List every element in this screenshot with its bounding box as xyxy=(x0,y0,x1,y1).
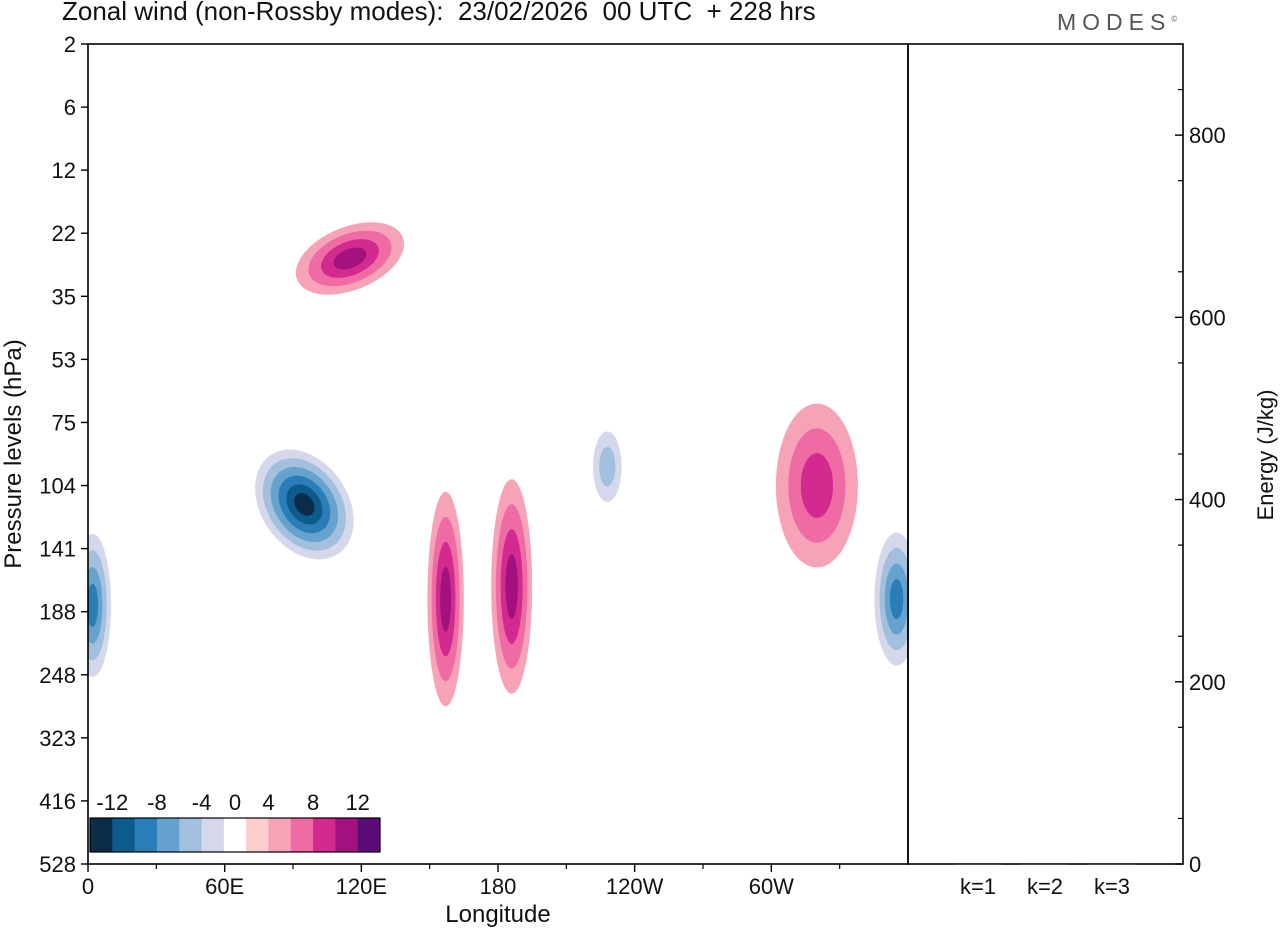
energy-tick-label: 200 xyxy=(1189,670,1226,695)
wind-feature xyxy=(491,479,533,694)
x-axis-longitude: 0 60E 120E 180 120W 60W Longitude xyxy=(82,864,841,928)
colorbar-label: 0 xyxy=(229,790,241,815)
energy-tick-label: 600 xyxy=(1189,305,1226,330)
energy-category-label: k=2 xyxy=(1027,874,1063,899)
colorbar-swatch xyxy=(357,818,381,852)
colorbar-swatch xyxy=(156,818,180,852)
energy-bar-chart: 0 200 400 600 800 Energy (J/kg) k=1 k=2 k=3 xyxy=(954,88,1278,899)
colorbar-swatch xyxy=(179,818,203,852)
x-tick-label: 180 xyxy=(480,874,517,899)
contour-band xyxy=(599,446,616,487)
contour-band xyxy=(800,453,834,518)
y-tick-label: 6 xyxy=(64,95,76,120)
contour-band xyxy=(294,493,315,516)
y-tick-label: 104 xyxy=(39,474,76,499)
energy-tick-label: 400 xyxy=(1189,488,1226,513)
y-axis-title: Pressure levels (hPa) xyxy=(0,339,27,568)
colorbar-swatch xyxy=(313,818,336,852)
colorbar-frame xyxy=(89,817,381,853)
wind-feature xyxy=(88,517,116,694)
wind-feature xyxy=(775,403,858,568)
energy-tick-label: 800 xyxy=(1189,123,1226,148)
y-tick-label: 248 xyxy=(39,663,76,688)
energy-frame xyxy=(907,43,1184,865)
x-tick-label: 120E xyxy=(336,874,387,899)
y-tick-label: 141 xyxy=(39,537,76,562)
energy-bar xyxy=(954,863,1002,865)
colorbar-swatch xyxy=(134,818,158,852)
x-tick-label: 120W xyxy=(606,874,664,899)
contour-band xyxy=(88,583,99,628)
colorbar-swatch xyxy=(335,818,359,852)
energy-bar xyxy=(1021,863,1069,865)
wind-feature xyxy=(295,222,405,295)
x-tick-label: 0 xyxy=(82,874,94,899)
wind-feature xyxy=(247,440,362,569)
contour-band xyxy=(505,554,518,619)
contour-band xyxy=(440,566,452,632)
colorbar-swatch xyxy=(90,818,113,852)
y-tick-label: 323 xyxy=(39,726,76,751)
y-tick-label: 2 xyxy=(64,32,76,57)
colorbar-label: -4 xyxy=(192,790,212,815)
energy-tick-label: 0 xyxy=(1189,852,1201,877)
y-tick-label: 188 xyxy=(39,600,76,625)
modes-logo: MODES© xyxy=(1057,9,1178,35)
colorbar-swatch xyxy=(246,818,269,852)
colorbar-swatch xyxy=(268,818,292,852)
y-tick-label: 75 xyxy=(52,410,76,435)
y-tick-label: 35 xyxy=(52,284,76,309)
y-tick-label: 12 xyxy=(52,158,76,183)
y-tick-label: 22 xyxy=(52,221,76,246)
energy-category-label: k=1 xyxy=(960,874,996,899)
x-axis-title: Longitude xyxy=(445,901,550,928)
colorbar-label: 12 xyxy=(345,790,369,815)
colorbar: -12 -8 -4 0 4 8 12 xyxy=(89,790,381,853)
colorbar-swatch xyxy=(290,818,314,852)
wind-field xyxy=(88,222,908,707)
x-tick-label: 60W xyxy=(749,874,794,899)
wind-feature xyxy=(427,491,464,707)
colorbar-swatch xyxy=(112,818,136,852)
colorbar-swatch xyxy=(223,818,247,852)
wind-feature xyxy=(586,416,628,518)
logo-text: MODES xyxy=(1057,9,1172,35)
energy-category-label: k=3 xyxy=(1094,874,1130,899)
colorbar-label: -8 xyxy=(147,790,167,815)
colorbar-swatch xyxy=(201,818,225,852)
contour-band xyxy=(333,247,367,270)
colorbar-label: -12 xyxy=(96,790,128,815)
energy-bar xyxy=(1088,863,1136,865)
y-axis-pressure: 2 6 12 22 35 53 75 104 141 188 248 323 416 528 Pressur… xyxy=(0,32,88,877)
x-tick-label: 60E xyxy=(205,874,244,899)
energy-axis-title: Energy (J/kg) xyxy=(1253,390,1278,521)
colorbar-label: 4 xyxy=(262,790,274,815)
chart-title: Zonal wind (non-Rossby modes): 23/02/202… xyxy=(62,0,816,26)
contour-band xyxy=(889,578,904,620)
wind-feature xyxy=(869,517,908,682)
colorbar-label: 8 xyxy=(307,790,319,815)
y-tick-label: 416 xyxy=(39,789,76,814)
y-tick-label: 528 xyxy=(39,852,76,877)
y-tick-label: 53 xyxy=(52,347,76,372)
